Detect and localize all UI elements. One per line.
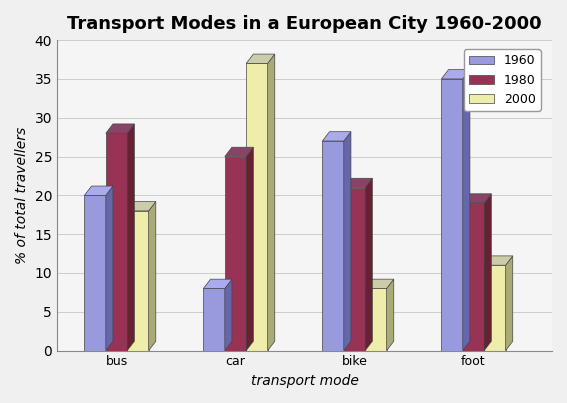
- Polygon shape: [344, 178, 373, 187]
- Polygon shape: [463, 70, 470, 351]
- Polygon shape: [323, 141, 344, 351]
- Polygon shape: [204, 279, 232, 289]
- Polygon shape: [225, 156, 246, 351]
- Polygon shape: [484, 256, 513, 265]
- Polygon shape: [106, 124, 134, 133]
- Title: Transport Modes in a European City 1960-2000: Transport Modes in a European City 1960-…: [67, 15, 542, 33]
- Polygon shape: [268, 54, 275, 351]
- Polygon shape: [106, 186, 113, 351]
- Polygon shape: [463, 194, 492, 203]
- Polygon shape: [246, 63, 268, 351]
- Polygon shape: [246, 147, 253, 351]
- Polygon shape: [323, 132, 351, 141]
- Polygon shape: [387, 279, 393, 351]
- Polygon shape: [365, 178, 373, 351]
- Polygon shape: [204, 289, 225, 351]
- Polygon shape: [365, 279, 393, 289]
- Polygon shape: [106, 133, 127, 351]
- Polygon shape: [463, 203, 484, 351]
- Polygon shape: [441, 70, 470, 79]
- Polygon shape: [149, 202, 156, 351]
- Polygon shape: [127, 211, 149, 351]
- Polygon shape: [84, 195, 106, 351]
- Polygon shape: [344, 132, 351, 351]
- Legend: 1960, 1980, 2000: 1960, 1980, 2000: [464, 50, 541, 111]
- Polygon shape: [441, 79, 463, 351]
- Polygon shape: [225, 147, 253, 156]
- Polygon shape: [84, 186, 113, 195]
- Polygon shape: [365, 289, 387, 351]
- Polygon shape: [127, 202, 156, 211]
- X-axis label: transport mode: transport mode: [251, 374, 358, 388]
- Polygon shape: [344, 187, 365, 351]
- Y-axis label: % of total travellers: % of total travellers: [15, 127, 29, 264]
- Polygon shape: [246, 54, 275, 63]
- Polygon shape: [225, 279, 232, 351]
- Polygon shape: [484, 194, 492, 351]
- Polygon shape: [506, 256, 513, 351]
- Polygon shape: [484, 265, 506, 351]
- Polygon shape: [127, 124, 134, 351]
